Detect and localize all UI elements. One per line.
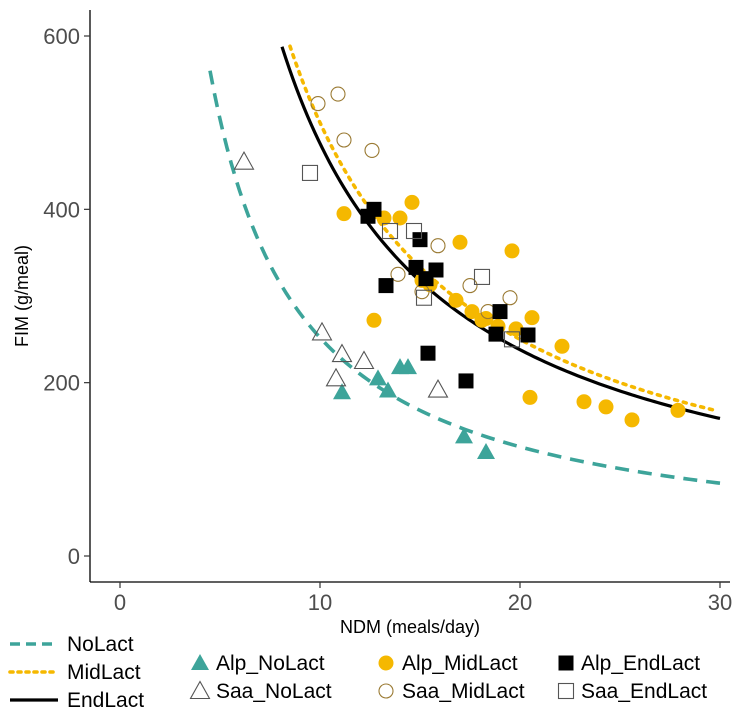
x-tick-label: 30	[708, 590, 732, 615]
x-tick-label: 10	[308, 590, 332, 615]
data-point-alp-midlact	[576, 394, 592, 410]
series-saa-midlact	[310, 86, 518, 320]
data-point-saa-midlact	[502, 290, 518, 306]
data-point-alp-midlact	[522, 389, 538, 405]
data-point-alp-nolact	[399, 358, 417, 375]
x-axis-title: NDM (meals/day)	[340, 617, 480, 637]
x-tick-label: 0	[114, 590, 126, 615]
data-point-saa-nolact	[427, 378, 449, 398]
y-tick-label: 400	[43, 197, 80, 222]
data-point-alp-endlact	[412, 232, 428, 248]
data-point-saa-nolact	[325, 367, 347, 387]
data-point-saa-midlact	[430, 238, 446, 254]
data-point-saa-midlact	[336, 132, 352, 148]
data-point-saa-endlact	[381, 222, 399, 240]
legend-key-alp-midlact	[378, 655, 394, 671]
legend-label-alp-midlact: Alp_MidLact	[402, 652, 518, 675]
data-point-saa-nolact	[311, 321, 333, 341]
legend-label-saa-midlact: Saa_MidLact	[402, 680, 525, 703]
series-saa-nolact	[233, 151, 449, 398]
data-point-saa-endlact	[415, 289, 433, 306]
data-point-saa-nolact	[331, 343, 353, 363]
y-tick-label: 600	[43, 24, 80, 49]
data-point-alp-nolact	[369, 369, 387, 386]
legend-label-alp-endlact: Alp_EndLact	[581, 652, 700, 675]
series-alp-nolact	[333, 358, 495, 459]
data-point-alp-endlact	[458, 373, 474, 389]
data-point-alp-midlact	[392, 210, 408, 226]
data-point-alp-midlact	[524, 310, 540, 326]
y-axis-title: FIM (g/meal)	[12, 245, 32, 347]
data-point-saa-nolact	[353, 350, 375, 370]
data-point-saa-endlact	[301, 164, 319, 181]
data-point-saa-midlact	[462, 278, 478, 294]
y-tick-label: 0	[68, 544, 80, 569]
data-point-saa-nolact	[233, 151, 255, 170]
data-point-alp-midlact	[336, 206, 352, 222]
data-point-saa-endlact	[503, 331, 521, 348]
legend-key-alp-nolact	[191, 654, 209, 670]
data-point-alp-midlact	[404, 194, 420, 210]
series-alp-midlact	[336, 194, 686, 428]
legend-label-saa-nolact: Saa_NoLact	[216, 680, 332, 703]
x-tick-label: 20	[508, 590, 532, 615]
data-point-alp-midlact	[464, 304, 480, 320]
legend-key-alp-endlact	[558, 655, 574, 671]
data-point-alp-nolact	[333, 383, 351, 400]
y-axis-ticks: 0 200 400 600	[43, 24, 90, 569]
data-point-saa-endlact	[473, 268, 491, 285]
data-point-saa-midlact	[330, 86, 346, 102]
data-point-alp-midlact	[452, 234, 468, 250]
legend-key-saa-endlact	[557, 682, 575, 700]
data-point-alp-midlact	[624, 412, 640, 428]
data-point-alp-endlact	[378, 278, 394, 294]
legend-label-alp-nolact: Alp_NoLact	[216, 652, 325, 675]
data-point-alp-nolact	[379, 381, 397, 398]
data-point-alp-endlact	[408, 259, 424, 275]
series-alp-endlact	[360, 201, 536, 389]
data-point-alp-endlact	[520, 327, 536, 343]
plot-area	[208, 44, 721, 485]
data-point-alp-midlact	[554, 338, 570, 354]
data-point-alp-nolact	[455, 427, 473, 444]
data-point-alp-midlact	[598, 399, 614, 415]
data-point-alp-nolact	[477, 443, 495, 459]
data-point-alp-endlact	[366, 201, 382, 217]
data-point-alp-midlact	[448, 292, 464, 308]
data-point-alp-midlact	[670, 402, 686, 418]
legend-label-nolact: NoLact	[67, 633, 134, 656]
data-point-alp-endlact	[420, 345, 436, 361]
legend-label-saa-endlact: Saa_EndLact	[581, 680, 707, 703]
data-point-alp-midlact	[366, 312, 382, 328]
series-saa-endlact	[301, 164, 521, 348]
y-tick-label: 200	[43, 371, 80, 396]
legend-key-saa-midlact	[378, 683, 394, 699]
data-point-alp-endlact	[488, 326, 504, 342]
legend-key-saa-nolact	[189, 680, 211, 700]
data-point-saa-midlact	[364, 142, 380, 158]
data-point-alp-endlact	[492, 304, 508, 320]
data-point-saa-midlact	[390, 266, 406, 282]
data-point-alp-midlact	[504, 243, 520, 259]
x-axis-ticks: 0 10 20 30	[114, 582, 732, 615]
data-points	[233, 86, 686, 459]
data-point-saa-midlact	[310, 96, 326, 112]
data-point-alp-endlact	[428, 262, 444, 278]
data-point-saa-endlact	[405, 222, 423, 240]
legend-label-endlact: EndLact	[67, 689, 144, 712]
legend: NoLact MidLact EndLact Alp_NoLact Saa_NoLact…	[8, 633, 707, 712]
legend-label-midlact: MidLact	[67, 661, 141, 684]
